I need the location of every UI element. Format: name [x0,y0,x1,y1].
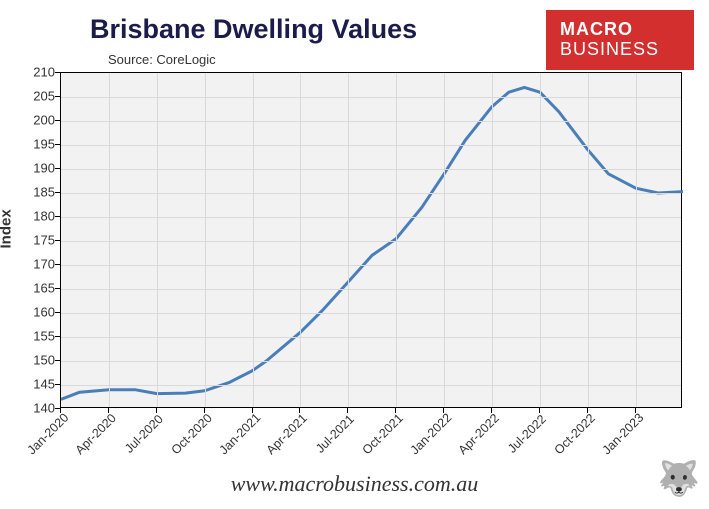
plot-area [60,72,682,408]
website-url: www.macrobusiness.com.au [0,471,709,497]
y-tick-label: 140 [25,401,55,416]
y-tick-label: 150 [25,353,55,368]
gridline-v [157,73,158,407]
y-tick-label: 180 [25,209,55,224]
x-tick-label: Apr-2020 [73,412,118,457]
y-tick-label: 160 [25,305,55,320]
gridline-v [348,73,349,407]
y-tick-label: 165 [25,281,55,296]
x-tick-label: Apr-2022 [456,412,501,457]
x-tick-label: Oct-2022 [551,412,596,457]
gridline-v [205,73,206,407]
y-tick-label: 190 [25,161,55,176]
gridline-v [492,73,493,407]
y-tick-mark [55,192,60,193]
logo-line1: MACRO [560,20,694,40]
gridline-v [253,73,254,407]
gridline-v [300,73,301,407]
y-tick-mark [55,120,60,121]
y-tick-mark [55,144,60,145]
gridline-v [540,73,541,407]
y-tick-label: 185 [25,185,55,200]
gridline-v [636,73,637,407]
y-tick-mark [55,360,60,361]
x-tick-label: Oct-2021 [360,412,405,457]
x-tick-label: Jan-2022 [408,412,453,457]
y-tick-label: 210 [25,65,55,80]
gridline-v [396,73,397,407]
gridline-v [588,73,589,407]
x-tick-label: Jul-2020 [120,412,165,457]
x-tick-label: Jan-2023 [599,412,644,457]
x-tick-label: Apr-2021 [264,412,309,457]
source-label: Source: CoreLogic [108,52,216,67]
y-tick-label: 200 [25,113,55,128]
data-series-line [61,87,683,399]
y-tick-mark [55,264,60,265]
y-tick-mark [55,336,60,337]
y-tick-label: 205 [25,89,55,104]
chart-title: Brisbane Dwelling Values [90,14,417,45]
gridline-v [109,73,110,407]
x-tick-label: Jul-2021 [312,412,357,457]
x-tick-label: Jul-2022 [504,412,549,457]
y-tick-mark [55,384,60,385]
y-tick-mark [55,240,60,241]
y-tick-mark [55,288,60,289]
y-tick-label: 170 [25,257,55,272]
y-tick-label: 155 [25,329,55,344]
y-tick-mark [55,312,60,313]
x-tick-label: Oct-2020 [168,412,213,457]
y-tick-mark [55,72,60,73]
y-tick-label: 175 [25,233,55,248]
y-tick-mark [55,216,60,217]
x-tick-label: Jan-2021 [216,412,261,457]
y-tick-label: 195 [25,137,55,152]
y-tick-label: 145 [25,377,55,392]
y-tick-mark [55,168,60,169]
brand-logo: MACRO BUSINESS [546,10,694,70]
x-tick-label: Jan-2020 [25,412,70,457]
gridline-v [444,73,445,407]
y-tick-mark [55,96,60,97]
wolf-icon: 🐺 [655,455,703,503]
logo-line2: BUSINESS [560,40,694,60]
y-axis-title: Index [0,209,15,248]
